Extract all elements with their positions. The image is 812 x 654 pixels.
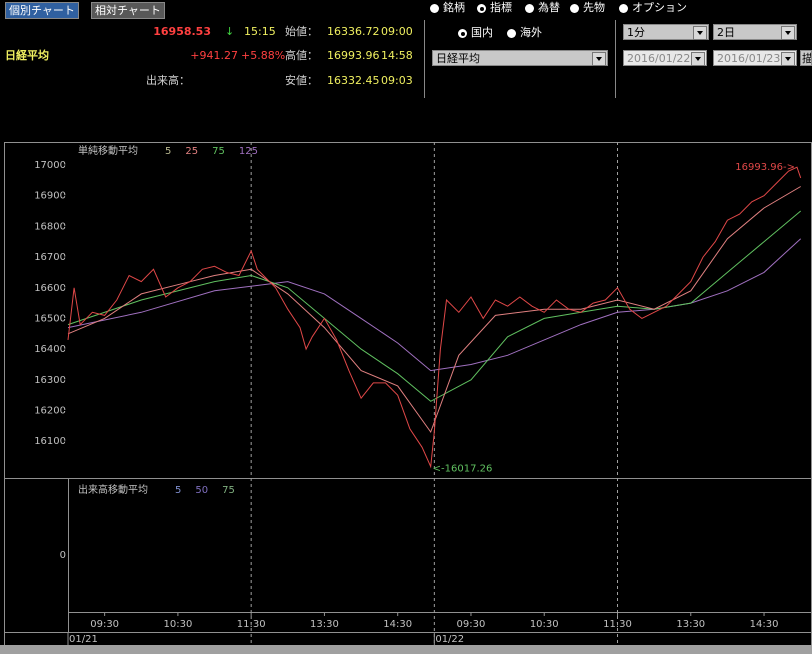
radio[interactable] — [507, 29, 516, 38]
legend-entry: 5 — [165, 146, 171, 157]
x-tick-label: 14:30 — [383, 619, 412, 630]
open-label: 始値： — [285, 25, 318, 38]
radio-label[interactable]: 海外 — [520, 26, 542, 39]
legend-entry: 125 — [239, 146, 258, 157]
change-pct: +5.88% — [241, 49, 286, 62]
x-tick-label: 10:30 — [530, 619, 559, 630]
divider — [424, 20, 425, 98]
index-name: 日経平均 — [5, 49, 49, 62]
draw-button-text: 描 — [802, 52, 812, 65]
volume-legend-entry: 75 — [222, 485, 235, 496]
low-time: 09:03 — [381, 74, 413, 87]
y-tick-label: 16600 — [34, 283, 66, 294]
y-tick-label: 16500 — [34, 313, 66, 324]
radio[interactable] — [458, 29, 467, 38]
dropdown-arrow — [693, 26, 707, 40]
price: 16958.53 — [153, 25, 211, 38]
y-tick-label: 16900 — [34, 191, 66, 202]
y-tick-label: 16300 — [34, 375, 66, 386]
annotation: 16993.96-> — [735, 162, 795, 173]
tab-relative[interactable]: 相対チャート — [91, 2, 165, 19]
x-tick-label: 09:30 — [90, 619, 119, 630]
dropdown-arrow — [781, 26, 795, 40]
radio[interactable] — [570, 4, 579, 13]
index-select[interactable]: 日経平均 — [432, 50, 608, 66]
interval-select[interactable]: 1分 — [623, 24, 709, 40]
radio-label[interactable]: 為替 — [538, 1, 560, 14]
high-time: 14:58 — [381, 49, 413, 62]
annotation: <-16017.26 — [433, 464, 493, 475]
y-tick-label: 16400 — [34, 344, 66, 355]
date-label: 01/21 — [69, 634, 98, 645]
arrow: ↓ — [225, 25, 235, 38]
radio-label[interactable]: 先物 — [583, 1, 605, 14]
dropdown-arrow — [691, 52, 705, 66]
dropdown-arrow — [781, 52, 795, 66]
date-label: 01/22 — [435, 634, 464, 645]
volume-legend-entry: 50 — [195, 485, 208, 496]
y-tick-label: 16800 — [34, 221, 66, 232]
y-tick-label: 16100 — [34, 436, 66, 447]
x-tick-label: 09:30 — [457, 619, 486, 630]
radio[interactable] — [619, 4, 628, 13]
span-select[interactable]: 2日 — [713, 24, 797, 40]
radio[interactable] — [525, 4, 534, 13]
y-tick-label: 16200 — [34, 405, 66, 416]
low-label: 安値： — [285, 74, 318, 87]
series-line — [67, 238, 802, 372]
date-to-text: 2016/01/23 — [717, 52, 781, 65]
tab-individual[interactable]: 個別チャート — [5, 2, 79, 19]
high: 16993.96 — [327, 49, 380, 62]
radio-label[interactable]: オプション — [632, 1, 687, 14]
legend-entry: 25 — [185, 146, 198, 157]
date-from[interactable]: 2016/01/22 — [623, 50, 707, 66]
volume-title: 出来高移動平均 — [78, 483, 148, 496]
radio[interactable] — [430, 4, 439, 13]
chart-frame — [4, 142, 812, 651]
scrollbar[interactable] — [0, 645, 812, 654]
open: 16336.72 — [327, 25, 380, 38]
chart: 単純移動平均 出来高移動平均 0 16100 16200 16300 16400 165… — [0, 142, 812, 654]
radio-label[interactable]: 国内 — [471, 26, 493, 39]
series-line — [67, 166, 802, 469]
open-time: 09:00 — [381, 25, 413, 38]
x-tick-label: 13:30 — [310, 619, 339, 630]
x-tick-label: 14:30 — [750, 619, 779, 630]
low: 16332.45 — [327, 74, 380, 87]
panel-title: 単純移動平均 — [78, 144, 138, 157]
volume-y-tick: 0 — [60, 550, 66, 561]
time: 15:15 — [244, 25, 276, 38]
x-tick-label: 10:30 — [163, 619, 192, 630]
interval-text: 1分 — [627, 26, 645, 39]
date-to[interactable]: 2016/01/23 — [713, 50, 797, 66]
draw-button[interactable]: 描 — [800, 50, 812, 66]
x-tick-label: 13:30 — [676, 619, 705, 630]
high-label: 高値： — [285, 49, 318, 62]
legend-entry: 75 — [212, 146, 225, 157]
index-select-text: 日経平均 — [436, 52, 480, 65]
series-line — [67, 210, 802, 402]
radio-label[interactable]: 銘柄 — [443, 1, 465, 14]
volume-legend-entry: 5 — [175, 485, 181, 496]
change: +941.27 — [190, 49, 238, 62]
y-tick-label: 16700 — [34, 252, 66, 263]
span-text: 2日 — [717, 26, 735, 39]
date-from-text: 2016/01/22 — [627, 52, 691, 65]
radio[interactable] — [477, 4, 486, 13]
y-tick-label: 17000 — [34, 160, 66, 171]
dropdown-arrow — [592, 52, 606, 66]
volume-label: 出来高： — [146, 74, 190, 87]
radio-label[interactable]: 指標 — [490, 1, 512, 14]
divider — [615, 20, 616, 98]
